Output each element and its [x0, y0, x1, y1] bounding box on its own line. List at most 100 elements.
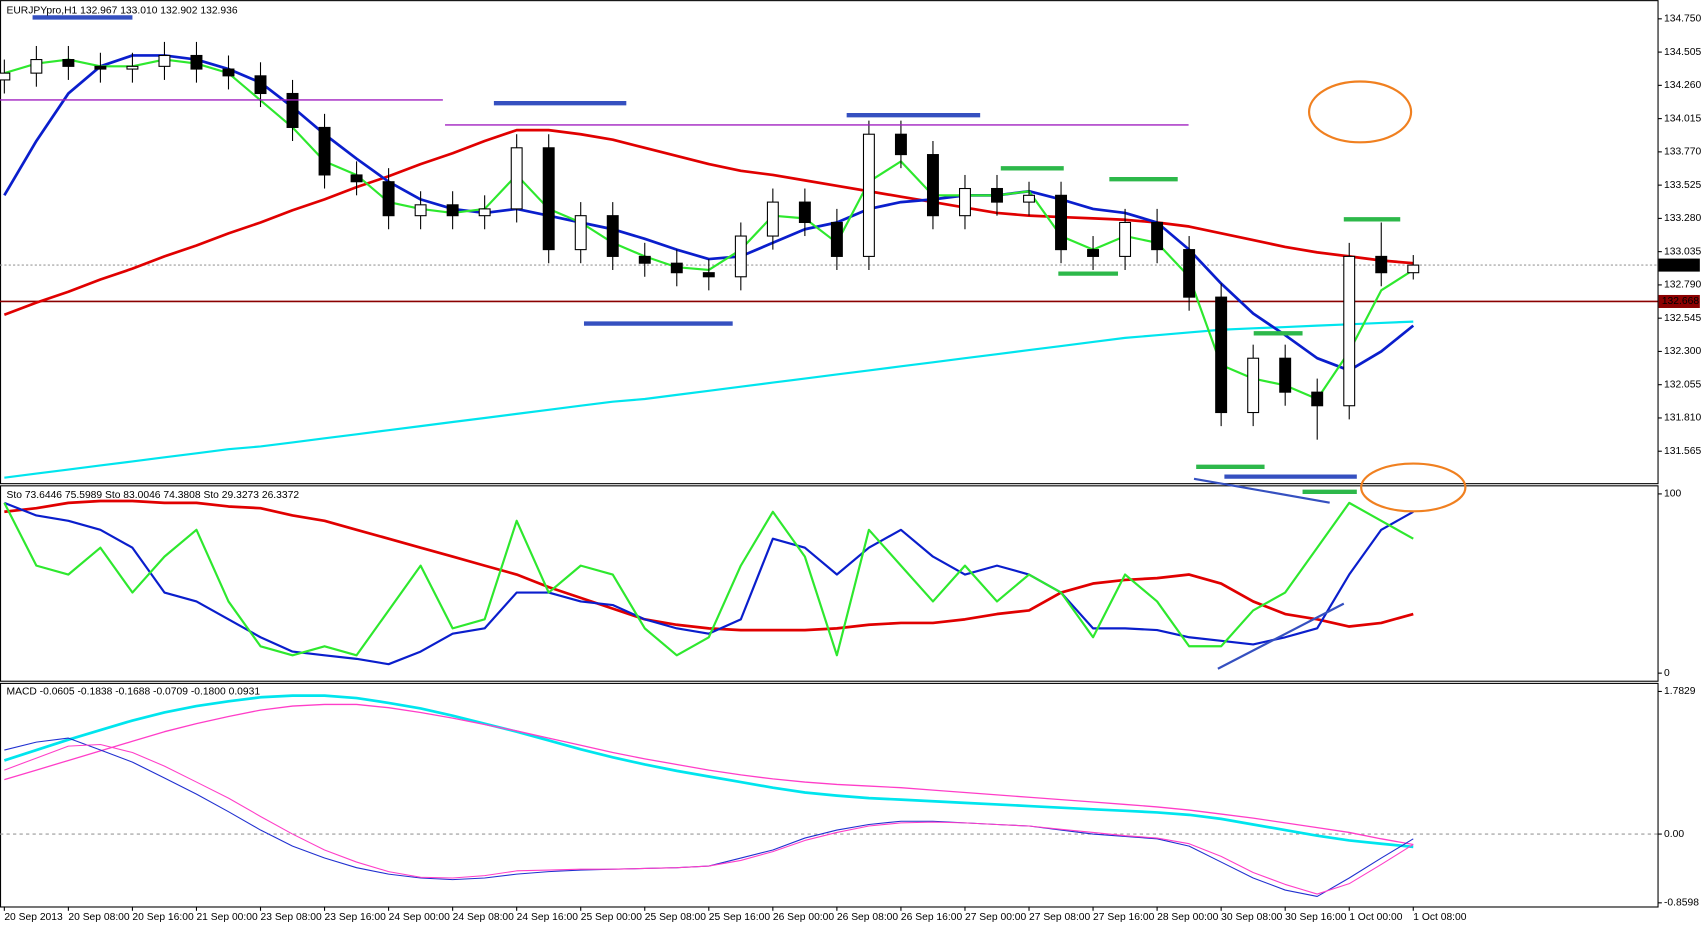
- candle-body: [638, 255, 651, 264]
- candle-body: [1247, 357, 1260, 414]
- candle-body: [1279, 357, 1292, 393]
- blue-levels: [32, 15, 1357, 479]
- indicator-line: [4, 320, 1414, 479]
- candle-body: [126, 65, 139, 70]
- divergence-line: [1217, 602, 1345, 670]
- candle-body: [478, 208, 491, 217]
- drawings: [0, 15, 1467, 670]
- macd-panel-frame: [0, 682, 1659, 908]
- candle-body: [190, 54, 203, 70]
- y-tick-label: 1.7829: [1664, 686, 1696, 697]
- y-tick-label: 100: [1664, 489, 1681, 500]
- indicator-line: [3, 694, 1414, 849]
- candle-body: [862, 133, 875, 257]
- x-tick-label: 20 Sep 08:00: [68, 912, 130, 923]
- x-tick-label: 27 Sep 08:00: [1029, 912, 1091, 923]
- y-tick-label: 0: [1664, 668, 1670, 679]
- candle-body: [1311, 391, 1324, 407]
- x-tick-label: 25 Sep 00:00: [581, 912, 643, 923]
- stoch-panel-frame: [0, 485, 1659, 682]
- indicator-line: [3, 501, 1414, 666]
- y-tick-label: 132.300: [1664, 346, 1701, 357]
- candle-body: [1087, 249, 1100, 257]
- candle-body: [798, 201, 811, 224]
- macd-header: MACD -0.0605 -0.1838 -0.1688 -0.0709 -0.…: [7, 686, 261, 697]
- y-tick-label: 132.055: [1664, 379, 1701, 390]
- marks: [0, 18, 1700, 911]
- x-tick-label: 25 Sep 16:00: [709, 912, 771, 923]
- x-tick-label: 26 Sep 00:00: [773, 912, 835, 923]
- indicator-line: [4, 743, 1414, 895]
- x-tick-label: 20 Sep 2013: [4, 912, 63, 923]
- price-label-box: [1658, 258, 1700, 272]
- candle-body: [0, 72, 11, 81]
- candle-body: [286, 92, 299, 128]
- labels: EURJPYpro,H1 132.967 133.010 132.902 132…: [4, 6, 1701, 923]
- x-tick-label: 23 Sep 16:00: [325, 912, 387, 923]
- candle-body: [830, 221, 843, 257]
- x-tick-label: 24 Sep 16:00: [517, 912, 579, 923]
- x-tick-label: 27 Sep 00:00: [965, 912, 1027, 923]
- candle-body: [926, 154, 939, 217]
- candle-body: [734, 235, 747, 278]
- y-tick-label: 134.505: [1664, 47, 1701, 58]
- y-tick-label: 134.015: [1664, 113, 1701, 124]
- candle-body: [1055, 194, 1068, 251]
- candle-body: [1343, 255, 1356, 407]
- y-tick-label: 133.525: [1664, 180, 1701, 191]
- panel-frames: [0, 0, 1659, 908]
- y-tick-label: 133.035: [1664, 246, 1701, 257]
- divergence-line: [1193, 477, 1330, 504]
- candle-body: [1023, 194, 1035, 203]
- candle-body: [94, 65, 107, 70]
- candle-body: [894, 133, 907, 156]
- stoch-header: Sto 73.6446 75.5989 Sto 83.0046 74.3808 …: [7, 490, 300, 501]
- candle-body: [158, 54, 171, 67]
- y-tick-label: 134.750: [1664, 14, 1701, 25]
- candle-body: [542, 147, 555, 251]
- green-levels: [1000, 166, 1401, 494]
- y-tick-label: 131.810: [1664, 413, 1701, 424]
- candle-body: [222, 68, 235, 77]
- candle-body: [959, 187, 971, 217]
- indicator-line: [4, 499, 1414, 632]
- y-tick-label: 0.00: [1664, 829, 1684, 840]
- candle-body: [254, 75, 267, 95]
- indicator-line: [3, 501, 1414, 657]
- candle-body: [1183, 249, 1196, 298]
- y-tick-label: 133.280: [1664, 213, 1701, 224]
- candle-body: [414, 204, 427, 217]
- candle-body: [446, 204, 459, 217]
- x-tick-label: 24 Sep 00:00: [389, 912, 451, 923]
- indicator-line: [3, 54, 1415, 372]
- x-tick-label: 24 Sep 08:00: [453, 912, 515, 923]
- y-tick-label: 134.260: [1664, 80, 1701, 91]
- x-tick-label: 27 Sep 16:00: [1093, 912, 1155, 923]
- y-tick-label: 131.565: [1664, 446, 1701, 457]
- indicator-line: [3, 128, 1414, 317]
- candle-body: [62, 59, 75, 67]
- candle-body: [991, 187, 1003, 203]
- candle-body: [1375, 255, 1388, 274]
- candle-body: [318, 126, 331, 176]
- x-tick-label: 26 Sep 16:00: [901, 912, 963, 923]
- x-tick-label: 30 Sep 16:00: [1285, 912, 1347, 923]
- price-panel-frame: [0, 0, 1659, 485]
- candle-body: [574, 215, 587, 251]
- indicator-line: [4, 703, 1414, 846]
- candle-body: [1119, 221, 1132, 257]
- x-tick-label: 20 Sep 16:00: [132, 912, 194, 923]
- candle-body: [1151, 221, 1164, 251]
- highlight-ellipse: [1307, 80, 1413, 144]
- y-tick-label: -0.8598: [1664, 898, 1699, 909]
- x-tick-label: 25 Sep 08:00: [645, 912, 707, 923]
- candle-body: [382, 181, 395, 217]
- price-label: 132.668: [1662, 296, 1699, 307]
- price-label: 132.936: [1662, 260, 1699, 271]
- x-tick-label: 1 Oct 00:00: [1349, 912, 1403, 923]
- symbol-header: EURJPYpro,H1 132.967 133.010 132.902 132…: [7, 6, 238, 17]
- candle-body: [1215, 296, 1228, 414]
- candle-body: [350, 174, 363, 183]
